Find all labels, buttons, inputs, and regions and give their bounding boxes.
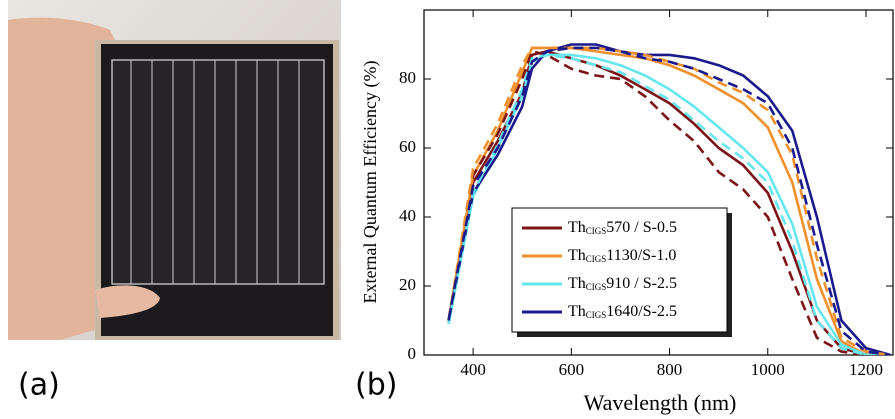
series-line: [447, 46, 891, 355]
plot-frame: [423, 9, 894, 356]
y-tick-label: 0: [408, 344, 417, 363]
legend-label-sub: CIGS: [586, 310, 607, 320]
photo: [8, 0, 341, 340]
panel-label: (b): [355, 368, 397, 403]
legend-label-main: Th: [568, 247, 586, 264]
y-axis-label: External Quantum Efficiency (%): [360, 60, 381, 303]
legend-label-rest: 1130/S-1.0: [606, 247, 676, 264]
legend-label-main: Th: [568, 275, 586, 292]
legend-label-rest: 1640/S-2.5: [606, 303, 677, 320]
legend-label-sub: CIGS: [586, 226, 607, 236]
series-group: [447, 43, 891, 355]
panel-label: (a): [18, 368, 60, 403]
legend-label: ThCIGS910 / S-2.5: [568, 275, 677, 292]
legend-label-sub: CIGS: [586, 282, 607, 292]
y-tick-label: 80: [399, 68, 416, 87]
legend-label-rest: 570 / S-0.5: [606, 219, 677, 236]
legend-label-main: Th: [568, 219, 586, 236]
x-tick-label: 1000: [751, 360, 785, 379]
series-line: [447, 46, 891, 355]
y-tick-label: 60: [399, 137, 416, 156]
x-tick-label: 800: [657, 360, 683, 379]
y-tick-label: 40: [399, 206, 416, 225]
legend-label-rest: 910 / S-2.5: [606, 275, 677, 292]
x-axis-label: Wavelength (nm): [584, 390, 737, 415]
legend-label-main: Th: [568, 303, 586, 320]
series-line: [447, 50, 891, 355]
cell-area: [111, 59, 325, 285]
series-line: [447, 46, 891, 355]
legend-label: ThCIGS1130/S-1.0: [568, 247, 676, 264]
legend-label-sub: CIGS: [586, 254, 607, 264]
thumb: [95, 285, 160, 318]
x-tick-label: 600: [559, 360, 585, 379]
x-tick-label: 400: [460, 360, 486, 379]
series-line: [447, 43, 891, 355]
series-line: [447, 53, 891, 355]
hand: [8, 17, 162, 340]
y-tick-label: 20: [399, 275, 416, 294]
grid-fingers: [130, 60, 300, 284]
legend-label: ThCIGS570 / S-0.5: [568, 219, 677, 236]
x-tick-label: 1200: [849, 360, 883, 379]
legend-label: ThCIGS1640/S-2.5: [568, 303, 677, 320]
